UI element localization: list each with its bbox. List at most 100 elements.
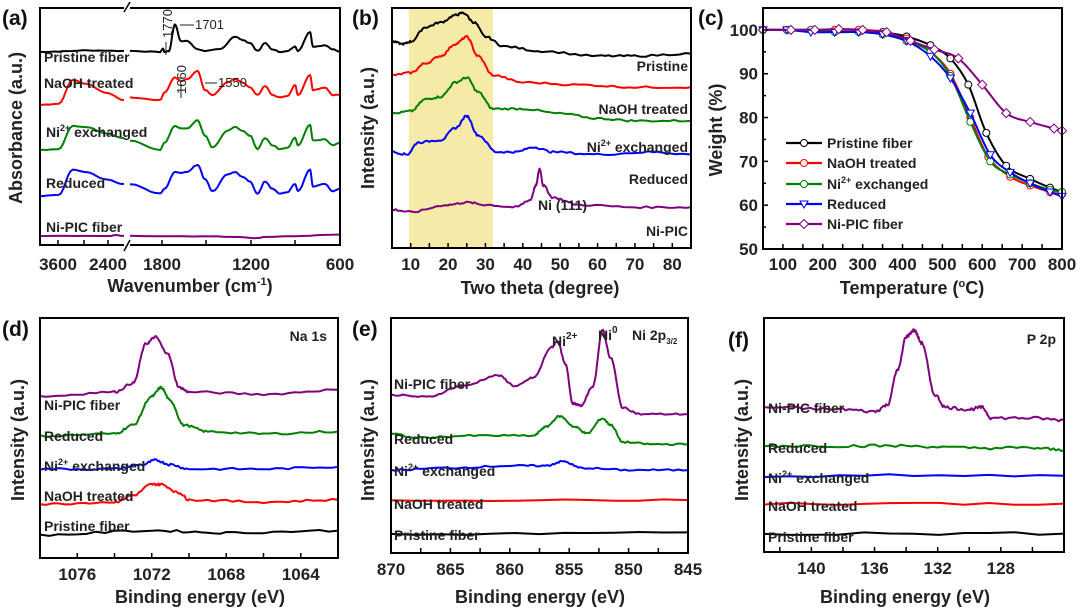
a-xtick-label: 2400 xyxy=(89,255,127,274)
b-series-label: Pristine xyxy=(637,58,689,74)
c-data-point xyxy=(1000,107,1012,119)
c-series-reduced xyxy=(762,28,1063,198)
x-tick-label: 60 xyxy=(588,255,607,274)
legend-marker xyxy=(800,139,808,147)
e-series-pristine-fiber xyxy=(390,531,689,536)
f-series-label: NaOH treated xyxy=(768,498,857,514)
c-data-point xyxy=(964,80,973,89)
c-data-point xyxy=(905,35,916,47)
a-axis-break-top xyxy=(123,1,131,13)
e-series-naoh-treated xyxy=(390,498,689,502)
panel-b: (b) 10 20 30 40 50 60 70 80 Two theta (degree) … xyxy=(352,7,692,298)
e-series-label: Reduced xyxy=(394,431,453,447)
x-tick-label: 500 xyxy=(928,255,956,274)
panel-label-d: (d) xyxy=(2,318,29,341)
a-ticks xyxy=(57,240,341,245)
b-series-reduced xyxy=(391,114,692,156)
x-tick-label: 40 xyxy=(513,255,532,274)
a-xtick-label: 1200 xyxy=(232,255,270,274)
legend-marker xyxy=(798,218,810,230)
f-series-ni2-exchanged xyxy=(763,473,1065,479)
a-curves xyxy=(39,23,341,240)
x-tick-label: 1072 xyxy=(133,565,171,584)
e-ticks xyxy=(390,548,689,553)
e-core-level-label: Ni 2p3/2 xyxy=(632,327,678,346)
x-tick-label: 30 xyxy=(476,255,495,274)
b-x-axis-title: Two theta (degree) xyxy=(461,278,620,298)
c-data-point xyxy=(985,151,996,160)
e-peak-label-ni2plus: Ni2+ xyxy=(552,331,578,349)
e-series-label: NaOH treated xyxy=(394,496,483,512)
b-y-axis-title: Intensity (a.u.) xyxy=(358,67,378,189)
f-series-reduced xyxy=(763,443,1065,453)
x-tick-label: 1064 xyxy=(282,565,320,584)
x-tick-label: 136 xyxy=(860,559,888,578)
c-data-point xyxy=(982,128,991,137)
d-x-axis-title: Binding energy (eV) xyxy=(115,587,285,607)
panel-f: (f) 140 136 132 128 Binding energy (eV) Int… xyxy=(728,317,1065,607)
f-ticks xyxy=(779,547,1065,552)
x-tick-label: 400 xyxy=(888,255,916,274)
e-tick-labels: 870 865 860 855 850 845 xyxy=(377,560,702,579)
b-series-label: Reduced xyxy=(629,171,688,187)
a-series-label: Reduced xyxy=(46,175,105,191)
panel-label-e: (e) xyxy=(352,318,378,341)
f-x-axis-title: Binding energy (eV) xyxy=(820,587,990,607)
d-series-pristine-fiber xyxy=(39,529,339,537)
c-data-point xyxy=(809,24,821,36)
a-annotation-1660: 1660 xyxy=(174,65,189,94)
c-data-point xyxy=(977,79,988,90)
x-tick-label: 865 xyxy=(436,560,464,579)
e-series-label: Pristine fiber xyxy=(394,527,480,543)
x-tick-label: 132 xyxy=(923,559,951,578)
b-series-ni2-exchanged xyxy=(391,76,692,123)
d-series-label: Ni-PIC fiber xyxy=(44,397,121,413)
f-series-naoh-treated xyxy=(763,501,1065,506)
c-ticks xyxy=(762,7,1063,250)
x-tick-label: 860 xyxy=(496,560,524,579)
x-tick-label: 850 xyxy=(614,560,642,579)
c-data-point xyxy=(1024,116,1036,128)
e-series-label: Ni-PIC fiber xyxy=(394,376,471,392)
b-highlight-band xyxy=(408,8,493,248)
b-tick-labels: 10 20 30 40 50 60 70 80 xyxy=(401,255,682,274)
c-legend: Pristine fiber NaOH treated Ni2+ exchanged… xyxy=(786,135,928,232)
c-y-axis-title: Weight (%) xyxy=(706,84,726,177)
a-series-ni2-exchanged xyxy=(39,124,125,151)
panel-d: (d) 1076 1072 1068 1064 Binding energy (eV)… xyxy=(2,317,339,607)
legend-item-naoh-treated: NaOH treated xyxy=(786,155,916,171)
legend-item-ni2-exchanged: Ni2+ exchanged xyxy=(786,175,928,192)
a-series-label: NaOH treated xyxy=(44,75,133,91)
a-series-pristine-fiber xyxy=(39,49,125,54)
y-tick-label: 70 xyxy=(739,152,758,171)
d-series-reduced xyxy=(39,385,339,438)
e-series-label: Ni2+ exchanged xyxy=(394,462,495,479)
f-frame xyxy=(763,317,1065,553)
f-series-label: Reduced xyxy=(768,440,827,456)
panel-label-f: (f) xyxy=(728,329,749,352)
x-tick-label: 70 xyxy=(625,255,644,274)
c-curves xyxy=(757,23,1068,202)
legend-marker xyxy=(800,159,808,167)
x-tick-label: 100 xyxy=(769,255,797,274)
x-tick-label: 80 xyxy=(663,255,682,274)
x-tick-label: 700 xyxy=(1008,255,1036,274)
x-tick-label: 855 xyxy=(555,560,583,579)
a-axis-break-bottom xyxy=(123,239,131,252)
legend-label: Pristine fiber xyxy=(827,135,913,151)
c-data-point xyxy=(929,44,940,55)
y-tick-label: 80 xyxy=(739,109,758,128)
d-series-ni-pic-fiber xyxy=(39,335,339,398)
c-data-point xyxy=(953,53,964,64)
legend-item-reduced: Reduced xyxy=(786,196,886,212)
a-series-label: Ni-PIC fiber xyxy=(46,219,123,235)
panel-c: (c) 100 200 300 400 500 600 700 800506070809010… xyxy=(698,7,1076,298)
a-series-reduced xyxy=(39,168,125,198)
y-tick-label: 100 xyxy=(730,21,758,40)
d-y-axis-title: Intensity (a.u.) xyxy=(8,379,28,501)
a-annotation-1701: 1701 xyxy=(195,17,224,32)
legend-item-pristine-fiber: Pristine fiber xyxy=(786,135,913,151)
legend-label: Ni2+ exchanged xyxy=(827,175,928,192)
f-core-level-label: P 2p xyxy=(1027,331,1056,347)
f-curves xyxy=(763,328,1065,536)
